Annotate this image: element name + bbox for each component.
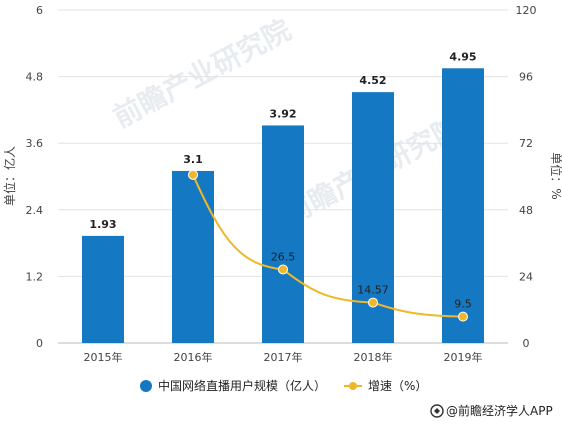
watermark-text: 前瞻产业研究院 xyxy=(108,13,297,134)
legend-line-dot xyxy=(349,382,357,390)
growth-point xyxy=(458,311,468,322)
y-tick-left: 3.6 xyxy=(26,137,44,150)
y-tick-left: 4.8 xyxy=(26,71,44,84)
growth-value-label: 26.5 xyxy=(271,250,296,263)
x-axis: 2015年 2016年 2017年 2018年 2019年 xyxy=(84,350,483,364)
legend-bar-marker xyxy=(140,380,152,392)
y-tick-right: 48 xyxy=(519,204,533,217)
bar xyxy=(442,68,484,344)
source: @前瞻经济学人APP xyxy=(430,403,553,418)
bar-value-label: 3.1 xyxy=(183,153,203,166)
y-tick-left: 6 xyxy=(36,4,43,17)
y-axis-title-left: 单位：亿人 xyxy=(2,146,17,206)
y-tick-right: 24 xyxy=(519,270,533,283)
x-tick: 2015年 xyxy=(84,350,123,364)
x-tick: 2017年 xyxy=(264,350,303,364)
bar-value-label: 4.52 xyxy=(359,74,386,87)
y-tick-left: 0 xyxy=(36,337,43,350)
growth-line: 26.5 14.57 9.5 xyxy=(188,169,472,322)
bar xyxy=(262,125,304,343)
growth-value-label: 14.57 xyxy=(357,284,389,297)
growth-value-label: 9.5 xyxy=(454,298,472,311)
source-logo-mark xyxy=(434,408,440,414)
y-tick-left: 2.4 xyxy=(26,204,44,217)
source-text: @前瞻经济学人APP xyxy=(446,403,553,418)
bar xyxy=(172,170,214,343)
y-tick-right: 96 xyxy=(519,71,533,84)
y-tick-right: 72 xyxy=(519,137,533,150)
x-tick: 2016年 xyxy=(174,350,213,364)
x-tick: 2018年 xyxy=(354,350,393,364)
legend: 中国网络直播用户规模（亿人） 增速（%） xyxy=(140,378,427,393)
growth-point xyxy=(188,169,198,180)
y-axis-title-right: 单位：% xyxy=(549,152,562,199)
legend-line-label: 增速（%） xyxy=(368,379,427,393)
growth-line-path xyxy=(192,174,464,318)
growth-point xyxy=(278,264,288,275)
y-tick-right: 120 xyxy=(516,4,537,17)
bar-value-label: 4.95 xyxy=(449,50,476,63)
bar xyxy=(82,235,124,343)
growth-point xyxy=(368,297,378,308)
x-tick: 2019年 xyxy=(444,350,483,364)
bar-value-label: 1.93 xyxy=(89,218,116,231)
bar-value-label: 3.92 xyxy=(269,107,296,120)
left-axis: 0 1.2 2.4 3.6 4.8 6 xyxy=(26,4,44,350)
legend-bar-label: 中国网络直播用户规模（亿人） xyxy=(158,378,326,393)
y-tick-right: 0 xyxy=(523,337,530,350)
bar-labels: 1.93 3.1 3.92 4.52 4.95 xyxy=(89,50,476,231)
right-axis: 0 24 48 72 96 120 xyxy=(516,4,537,350)
y-tick-left: 1.2 xyxy=(26,270,44,283)
